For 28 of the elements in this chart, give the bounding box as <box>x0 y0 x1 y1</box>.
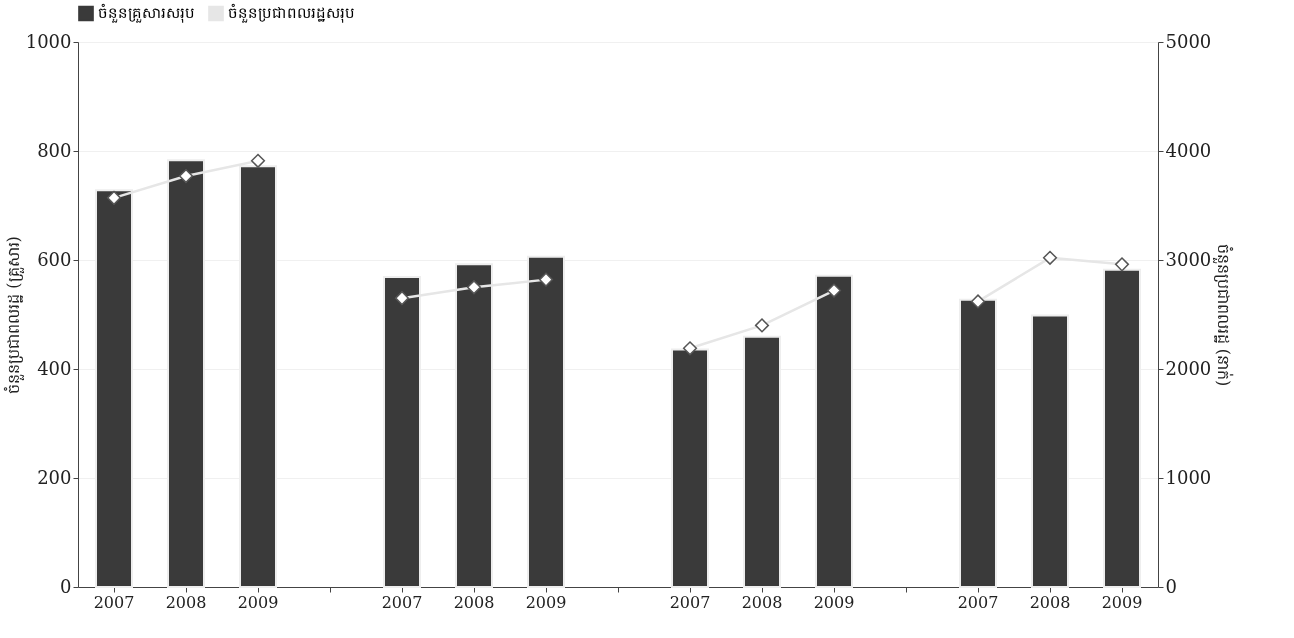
x-tick-label: 2009 <box>525 592 567 612</box>
x-tick-label: 2008 <box>453 592 495 612</box>
legend-label: ចំនួនប្រជាពលរដ្ឋសរុប <box>228 3 355 24</box>
y-tick-label: 600 <box>37 248 72 270</box>
y2-axis-title: ចំនួនប្រជាពលរដ្ឋ (នាក់) <box>1212 243 1235 387</box>
y2-tick-label: 3000 <box>1165 248 1212 270</box>
x-tick-label: 2009 <box>813 592 855 612</box>
x-tick-label: 2008 <box>1029 592 1071 612</box>
y-tick-label: 200 <box>37 466 72 488</box>
y2-tick-label: 1000 <box>1165 466 1212 488</box>
y-tick-label: 1000 <box>25 30 72 52</box>
y2-tick-label: 0 <box>1165 575 1177 597</box>
y2-tick-label: 5000 <box>1165 30 1212 52</box>
x-tick-label: 2007 <box>93 592 135 612</box>
legend-label: ចំនួនគ្រួសារសរុប <box>98 3 195 24</box>
x-tick-label: 2009 <box>237 592 279 612</box>
x-tick-label: 2008 <box>165 592 207 612</box>
x-tick-label: 2007 <box>957 592 999 612</box>
y2-tick-label: 4000 <box>1165 139 1212 161</box>
y-axis-title: ចំនួនប្រជាពលរដ្ឋ (គ្រួសារ) <box>2 236 25 394</box>
y2-tick-label: 2000 <box>1165 357 1212 379</box>
x-tick-label: 2008 <box>741 592 783 612</box>
y-tick-label: 400 <box>37 357 72 379</box>
x-tick-label: 2009 <box>1101 592 1143 612</box>
y-tick-label: 800 <box>37 139 72 161</box>
x-tick-label: 2007 <box>381 592 423 612</box>
y-tick-label: 0 <box>60 575 72 597</box>
x-tick-label: 2007 <box>669 592 711 612</box>
